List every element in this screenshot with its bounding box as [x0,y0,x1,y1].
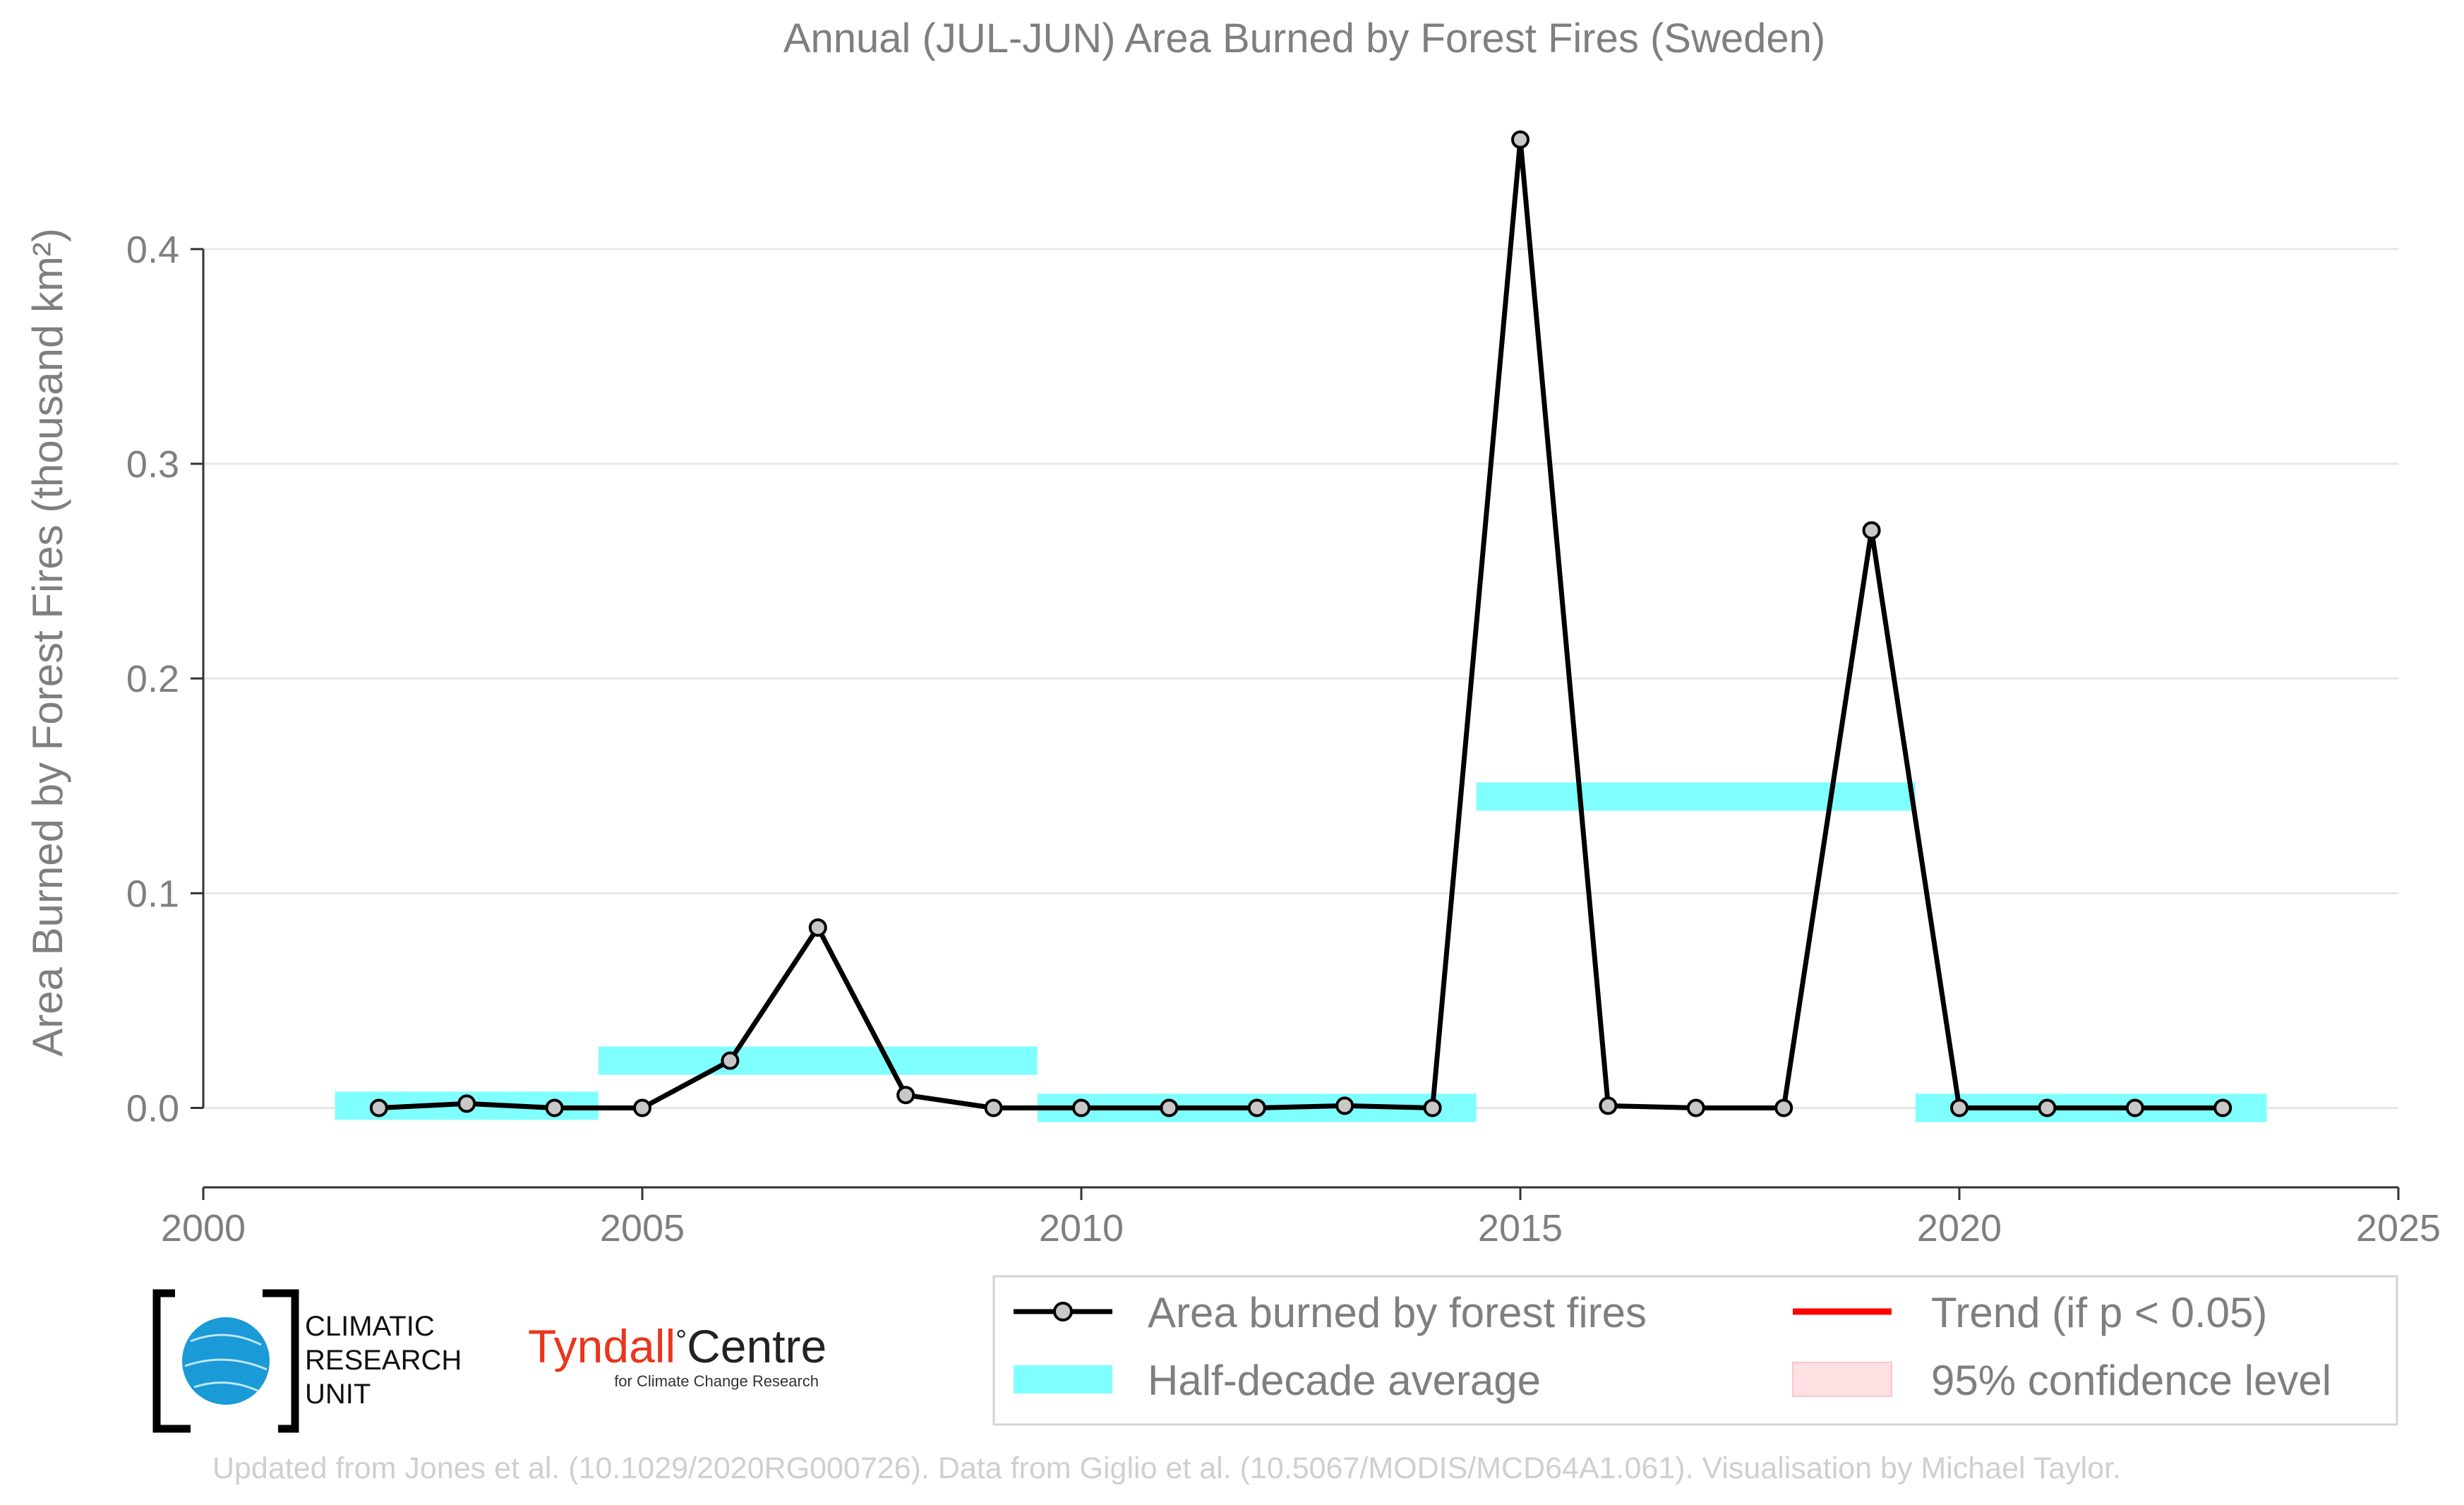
x-tick-label: 2020 [1917,1207,2002,1249]
svg-text:Tyndall°Centre: Tyndall°Centre [528,1320,827,1372]
data-point [457,1094,476,1113]
data-point [2038,1098,2057,1117]
data-point [1160,1098,1179,1117]
half-decade-bands [335,782,2267,1122]
half-decade-band [598,1046,1038,1075]
area-burned-series [369,130,2232,1117]
legend-confidence-swatch [1792,1362,1892,1397]
data-point [896,1086,915,1105]
footer-credit: Updated from Jones et al. (10.1029/2020R… [212,1451,2121,1485]
x-tick-label: 2015 [1478,1207,1563,1249]
x-tick-label: 2000 [161,1207,246,1249]
cru-text-line-3: UNIT [305,1379,371,1410]
data-point [1686,1098,1705,1117]
x-tick-label: 2005 [600,1207,685,1249]
data-point [545,1098,564,1117]
tyndall-logo: Tyndall°Centre for Climate Change Resear… [528,1320,827,1390]
data-point [1774,1098,1793,1117]
legend: Area burned by forest fires Trend (if p … [992,1275,2398,1426]
data-point [1599,1096,1618,1115]
y-axis-label: Area Burned by Forest Fires (thousand km… [24,228,71,1057]
data-point [1950,1098,1969,1117]
cru-bracket-left-icon [152,1289,191,1433]
legend-label-half-decade: Half-decade average [1148,1357,1541,1404]
tyndall-subtitle: for Climate Change Research [614,1372,819,1390]
y-tick-label: 0.3 [126,443,179,486]
legend-band-swatch [1014,1365,1112,1393]
y-tick-label: 0.1 [126,873,179,915]
data-point [369,1098,388,1117]
y-tick-label: 0.4 [126,229,179,271]
gridlines [203,248,2398,1109]
y-tick-label: 0.2 [126,658,179,700]
data-point [633,1098,651,1117]
data-point [1072,1098,1090,1117]
cru-bracket-right-icon [263,1289,299,1433]
data-point [808,918,827,937]
tyndall-word: Tyndall [528,1320,675,1372]
x-tick-label: 2025 [2356,1207,2441,1249]
half-decade-band [1476,782,1916,811]
axes: 0.0 0.1 0.2 0.3 0.4 2000 2005 2010 2015 2020 2025 [126,229,2441,1249]
cru-text-line-2: RESEARCH [305,1345,462,1376]
data-point [2125,1098,2144,1117]
cru-globe-icon [182,1317,270,1405]
legend-label-confidence: 95% confidence level [1931,1357,2331,1404]
legend-box [992,1275,2398,1426]
y-tick-label: 0.0 [126,1087,179,1129]
data-point [1423,1098,1442,1117]
legend-label-area: Area burned by forest fires [1148,1289,1647,1336]
chart-title: Annual (JUL-JUN) Area Burned by Forest F… [783,16,1825,61]
tyndall-centre-word: Centre [687,1320,827,1372]
tyndall-degree: ° [675,1325,687,1356]
data-point [1862,521,1881,540]
legend-label-trend: Trend (if p < 0.05) [1931,1289,2267,1336]
data-point [1511,130,1530,149]
data-point [1247,1098,1266,1117]
cru-logo: CLIMATIC RESEARCH UNIT [152,1289,462,1433]
data-point [2213,1098,2232,1117]
data-point [984,1098,1003,1117]
area-burned-line [378,137,2223,1110]
data-point [1335,1096,1354,1115]
cru-text-line-1: CLIMATIC [305,1311,435,1342]
data-point [721,1051,740,1070]
x-tick-label: 2010 [1039,1207,1124,1249]
legend-marker-swatch [1053,1302,1073,1321]
